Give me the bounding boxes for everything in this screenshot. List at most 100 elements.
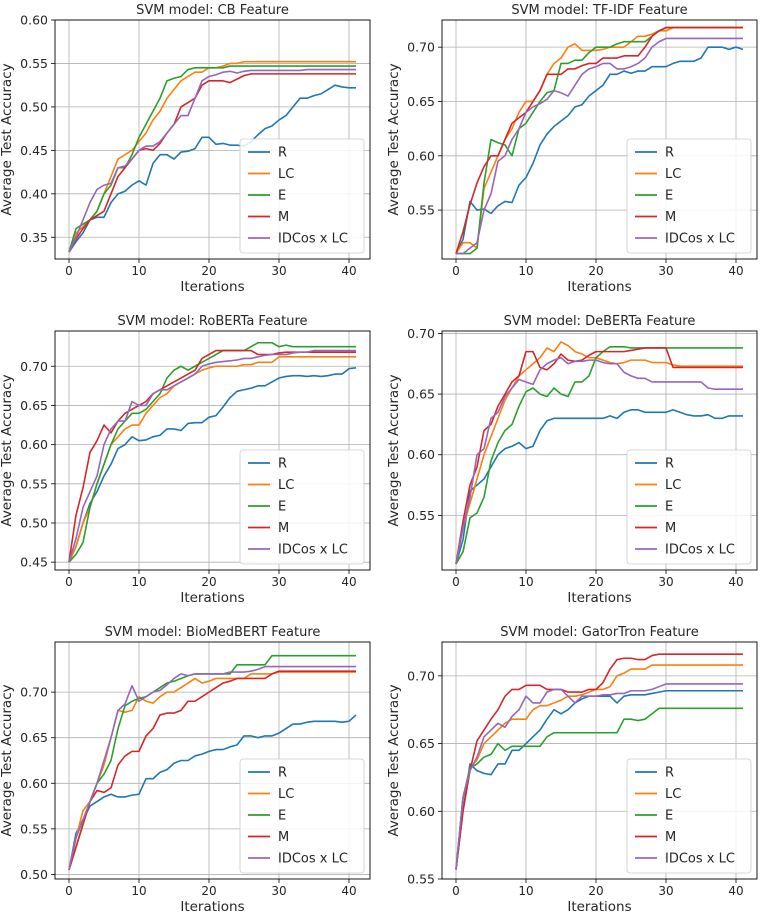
legend-label: IDCos x LC [665, 232, 735, 247]
y-tick-label: 0.65 [407, 387, 435, 402]
series-line-idcos [68, 349, 356, 563]
x-tick-label: 20 [588, 884, 603, 898]
chart-title: SVM model: DeBERTa Feature [504, 314, 696, 329]
chart-title: SVM model: CB Feature [136, 3, 289, 18]
x-tick-label: 0 [65, 575, 73, 589]
legend-label: IDCos x LC [278, 232, 348, 247]
legend-label: LC [278, 787, 294, 802]
series-line-lc [455, 341, 743, 565]
y-tick-label: 0.60 [20, 437, 48, 452]
plot-frame [441, 641, 758, 880]
x-tick-label: 30 [271, 264, 286, 278]
series-line-e [68, 341, 356, 563]
x-axis-label: Iterations [180, 590, 244, 606]
series-line-e [455, 707, 743, 870]
x-tick-label: 40 [728, 575, 743, 589]
y-axis-label: Average Test Accuracy [0, 684, 15, 836]
series-line-lc [68, 356, 356, 563]
legend-label: IDCos x LC [278, 852, 348, 867]
x-tick-label: 20 [588, 264, 603, 278]
legend-box [239, 138, 365, 254]
y-tick-label: 0.70 [20, 685, 48, 700]
plot-frame [441, 19, 758, 260]
series-line-idcos [68, 68, 356, 253]
y-tick-label: 0.60 [407, 804, 435, 819]
plot-frame [441, 330, 758, 571]
y-tick-label: 0.55 [20, 476, 48, 491]
x-tick-label: 30 [271, 884, 286, 898]
x-tick-label: 30 [658, 264, 673, 278]
legend-label: M [665, 521, 676, 536]
y-tick-label: 0.45 [20, 555, 48, 570]
series-line-m [455, 653, 743, 870]
legend-box [626, 758, 752, 874]
legend-label: IDCos x LC [278, 543, 348, 558]
legend-label: M [665, 210, 676, 225]
legend-label: R [278, 766, 287, 781]
chart-panel-5: 0 10 20 30 40 0.55 0.60 0.65 0.70 SVM model: Gato… [386, 625, 758, 915]
legend-label: E [278, 500, 286, 515]
plot-frame [54, 330, 371, 571]
y-axis-label: Average Test Accuracy [0, 374, 15, 526]
x-tick-label: 30 [658, 884, 673, 898]
series-line-r [455, 46, 744, 254]
y-tick-label: 0.35 [20, 230, 48, 245]
x-tick-label: 40 [341, 264, 356, 278]
x-axis-label: Iterations [567, 279, 631, 295]
legend-label: LC [665, 167, 681, 182]
legend-label: M [278, 210, 289, 225]
y-tick-label: 0.55 [407, 203, 435, 218]
x-tick-label: 40 [728, 264, 743, 278]
x-tick-label: 40 [728, 884, 743, 898]
plot-frame [54, 641, 371, 880]
legend-label: IDCos x LC [665, 852, 735, 867]
x-tick-label: 30 [658, 575, 673, 589]
x-axis-label: Iterations [180, 279, 244, 295]
y-tick-label: 0.65 [407, 94, 435, 109]
x-tick-label: 0 [452, 264, 460, 278]
series-line-r [455, 409, 743, 565]
chart-panel-1: 0 10 20 30 40 0.55 0.60 0.65 0.70 SVM model: TF-I… [386, 3, 758, 295]
y-tick-label: 0.60 [20, 776, 48, 791]
x-tick-label: 0 [65, 264, 73, 278]
series-line-r [68, 367, 357, 563]
legend: R LC EM IDCos x LC [239, 138, 365, 254]
legend-label: R [278, 457, 287, 472]
x-axis-label: Iterations [567, 899, 631, 915]
legend-label: R [665, 766, 674, 781]
legend-label: LC [665, 478, 681, 493]
series-line-idcos [455, 683, 743, 870]
x-tick-label: 20 [201, 884, 216, 898]
y-tick-label: 0.70 [407, 668, 435, 683]
x-tick-label: 20 [201, 575, 216, 589]
series-line-m [68, 73, 356, 253]
legend-label: M [278, 830, 289, 845]
legend-label: R [665, 146, 674, 161]
y-tick-label: 0.50 [20, 867, 48, 882]
series-line-idcos [456, 37, 743, 255]
x-tick-label: 10 [518, 575, 533, 589]
chart-title: SVM model: GatorTron Feature [500, 625, 698, 640]
legend-box [239, 758, 365, 874]
legend-box [626, 449, 752, 565]
y-tick-label: 0.55 [407, 508, 435, 523]
x-tick-label: 10 [131, 884, 146, 898]
series-line-lc [455, 664, 743, 870]
legend-label: M [278, 521, 289, 536]
y-axis-label: Average Test Accuracy [386, 684, 402, 836]
x-axis-label: Iterations [567, 590, 631, 606]
x-tick-label: 0 [452, 884, 460, 898]
x-tick-label: 10 [518, 884, 533, 898]
x-tick-label: 0 [65, 884, 73, 898]
legend-label: E [278, 809, 286, 824]
legend-label: R [278, 146, 287, 161]
y-tick-label: 0.70 [20, 359, 48, 374]
x-tick-label: 0 [452, 575, 460, 589]
legend: R LC EM IDCos x LC [626, 758, 752, 874]
y-tick-label: 0.40 [20, 186, 48, 201]
legend: R LC EM IDCos x LC [239, 449, 365, 565]
x-tick-label: 40 [341, 575, 356, 589]
legend-label: E [665, 809, 673, 824]
x-tick-label: 40 [341, 884, 356, 898]
